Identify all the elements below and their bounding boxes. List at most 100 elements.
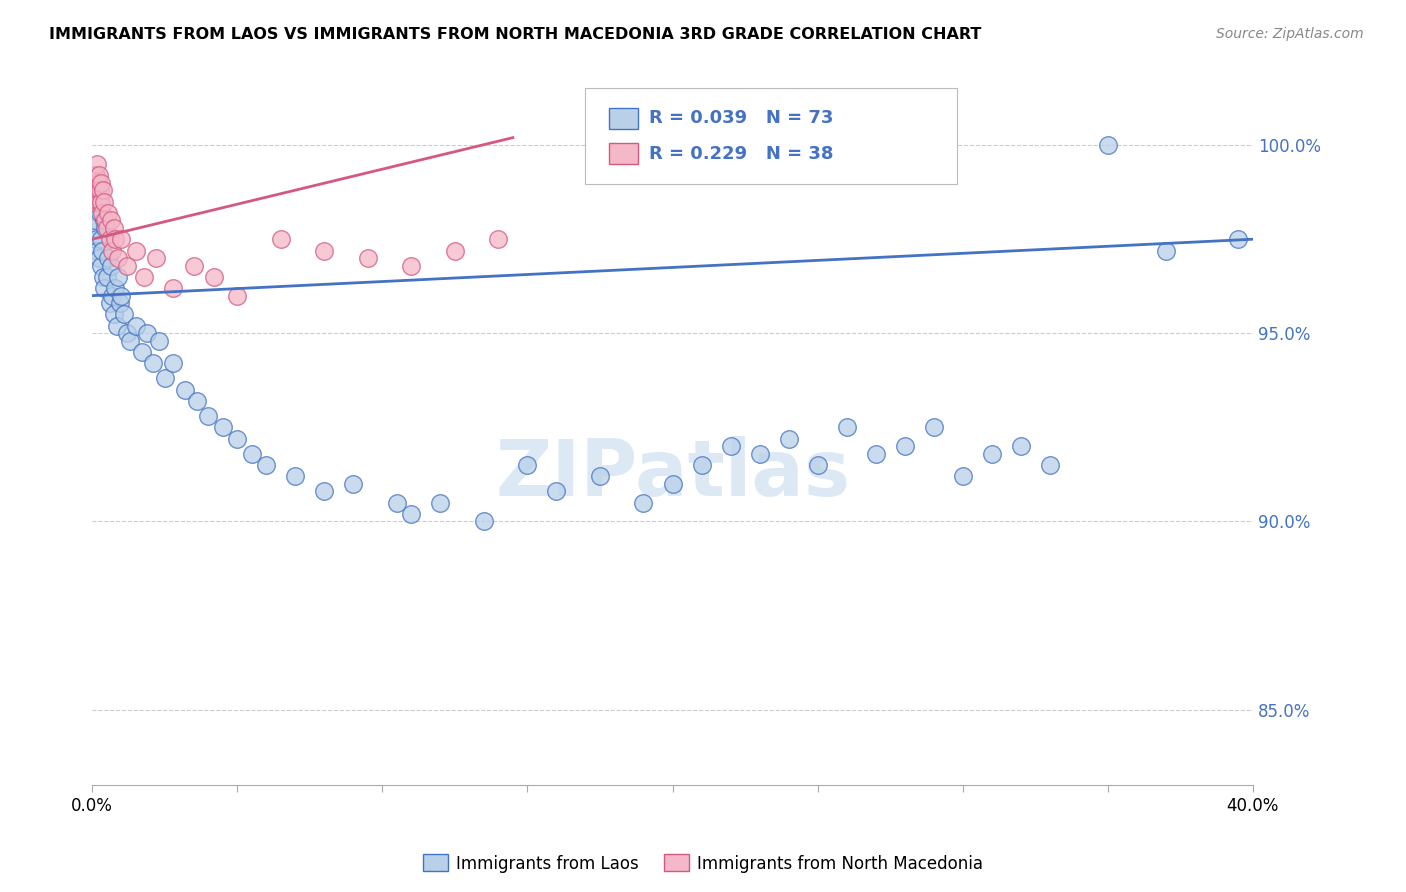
Point <box>1039 458 1062 472</box>
Point <box>202 269 225 284</box>
Point <box>101 288 124 302</box>
Point <box>125 244 148 258</box>
Point <box>86 183 108 197</box>
Point <box>93 281 115 295</box>
Point <box>89 251 111 265</box>
Text: ZIPatlas: ZIPatlas <box>495 435 851 511</box>
Point <box>211 420 233 434</box>
Point <box>83 213 105 227</box>
Point <box>90 259 112 273</box>
Point <box>807 458 830 472</box>
Point <box>142 356 165 370</box>
Point <box>83 176 105 190</box>
Point <box>1010 439 1032 453</box>
Point <box>89 168 111 182</box>
Point <box>97 206 120 220</box>
Point <box>1097 138 1119 153</box>
Point <box>314 244 336 258</box>
Point <box>893 439 915 453</box>
Point <box>91 206 114 220</box>
Point <box>87 176 110 190</box>
Point <box>110 288 132 302</box>
Point <box>83 221 105 235</box>
Point <box>145 251 167 265</box>
Point <box>314 484 336 499</box>
Point <box>226 432 249 446</box>
Point <box>84 232 107 246</box>
Point <box>240 447 263 461</box>
Point <box>516 458 538 472</box>
Point <box>748 447 770 461</box>
Point <box>1154 244 1177 258</box>
FancyBboxPatch shape <box>585 88 957 184</box>
Text: R = 0.229   N = 38: R = 0.229 N = 38 <box>650 145 834 163</box>
Point <box>661 476 683 491</box>
Point <box>690 458 713 472</box>
Point <box>401 259 423 273</box>
Text: IMMIGRANTS FROM LAOS VS IMMIGRANTS FROM NORTH MACEDONIA 3RD GRADE CORRELATION CH: IMMIGRANTS FROM LAOS VS IMMIGRANTS FROM … <box>49 27 981 42</box>
Point <box>778 432 800 446</box>
Point <box>136 326 159 341</box>
Point <box>94 221 117 235</box>
Point <box>342 476 364 491</box>
Point <box>134 269 156 284</box>
Text: Source: ZipAtlas.com: Source: ZipAtlas.com <box>1216 27 1364 41</box>
Point <box>472 515 495 529</box>
Point <box>546 484 568 499</box>
Text: R = 0.039   N = 73: R = 0.039 N = 73 <box>650 110 834 128</box>
Point <box>357 251 380 265</box>
Point <box>720 439 742 453</box>
Point <box>162 281 184 295</box>
Point <box>108 296 131 310</box>
Point <box>107 269 129 284</box>
Point <box>105 318 128 333</box>
Point <box>589 469 612 483</box>
Point <box>98 296 121 310</box>
Point <box>633 495 655 509</box>
Point <box>90 194 112 209</box>
Point <box>83 194 105 209</box>
Point <box>922 420 945 434</box>
Point <box>103 221 125 235</box>
Point <box>186 394 208 409</box>
Point <box>148 334 170 348</box>
Point <box>84 168 107 182</box>
Point <box>91 269 114 284</box>
Point <box>115 259 138 273</box>
Point <box>87 194 110 209</box>
Point <box>125 318 148 333</box>
Point <box>89 206 111 220</box>
Point <box>112 308 135 322</box>
Point <box>254 458 277 472</box>
Point <box>90 232 112 246</box>
Point <box>98 232 121 246</box>
Point <box>153 371 176 385</box>
Point <box>93 194 115 209</box>
Point <box>100 259 122 273</box>
Point <box>115 326 138 341</box>
Point <box>91 183 114 197</box>
Bar <box>609 144 638 164</box>
Point <box>226 288 249 302</box>
Point <box>101 244 124 258</box>
Point <box>84 168 107 182</box>
Point <box>284 469 307 483</box>
Point <box>91 244 114 258</box>
Point <box>118 334 141 348</box>
Point <box>89 183 111 197</box>
Point <box>444 244 467 258</box>
Point <box>183 259 205 273</box>
Bar <box>609 108 638 129</box>
Point <box>87 176 110 190</box>
Point <box>110 232 132 246</box>
Point <box>865 447 887 461</box>
Point <box>93 213 115 227</box>
Point <box>100 213 122 227</box>
Point <box>96 269 118 284</box>
Legend: Immigrants from Laos, Immigrants from North Macedonia: Immigrants from Laos, Immigrants from No… <box>416 847 990 880</box>
Point <box>131 345 153 359</box>
Point <box>86 183 108 197</box>
Point <box>94 213 117 227</box>
Point <box>429 495 451 509</box>
Point <box>385 495 408 509</box>
